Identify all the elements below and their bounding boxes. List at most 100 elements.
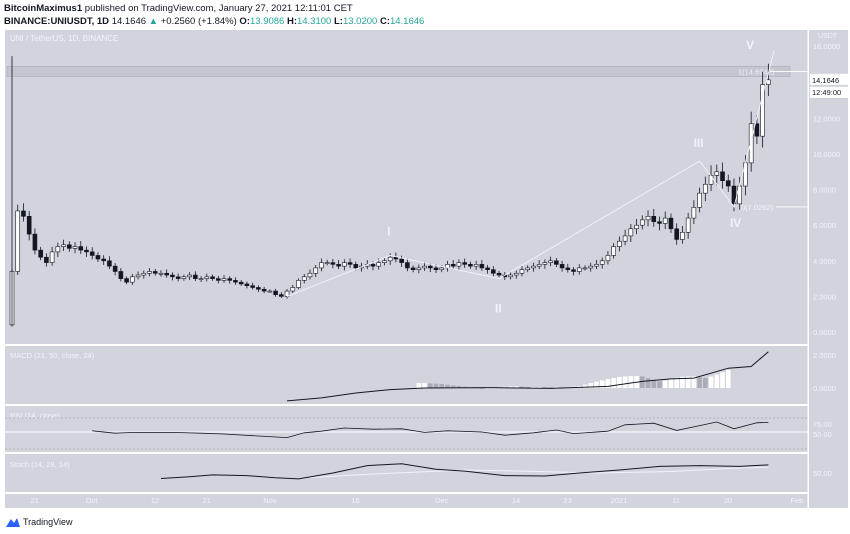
- open-value: 13.9086: [249, 16, 285, 27]
- candle-body: [44, 256, 49, 263]
- fib-range-box: [6, 66, 791, 77]
- macd-histogram-bar: [708, 376, 714, 388]
- macd-histogram-bar: [508, 386, 513, 388]
- candle-body: [26, 216, 32, 235]
- candle-body: [198, 278, 204, 280]
- macd-histogram-bar: [628, 376, 634, 388]
- candle-body: [164, 272, 170, 276]
- candle-body: [187, 274, 192, 278]
- macd-histogram-bar: [450, 385, 456, 388]
- countdown-label: 12:49:00: [812, 88, 841, 97]
- candle-body: [61, 244, 66, 247]
- candle: [714, 164, 720, 186]
- candle: [101, 255, 106, 265]
- candle: [473, 260, 479, 270]
- candle: [164, 269, 170, 278]
- candle-body: [393, 256, 399, 260]
- candle-body: [227, 278, 233, 281]
- candle: [72, 242, 78, 254]
- candle: [680, 225, 685, 244]
- candle-body: [215, 278, 221, 281]
- time-tick-label: 23: [563, 496, 571, 505]
- candle-body: [273, 290, 278, 295]
- candle: [674, 223, 679, 245]
- candle-body: [657, 221, 662, 224]
- candle: [496, 270, 502, 278]
- candle-body: [89, 251, 95, 256]
- macd-histogram-bar: [685, 376, 691, 388]
- candle-body: [703, 183, 708, 194]
- rsi-title: RSI (14, close): [10, 411, 60, 420]
- candle-body: [542, 262, 548, 265]
- candle-body: [107, 260, 112, 267]
- candle-body: [376, 262, 382, 267]
- time-tick-label: Dec: [435, 496, 449, 505]
- price-tick-label: 8.0000: [813, 186, 836, 195]
- candle: [267, 289, 273, 293]
- candle-body: [181, 276, 187, 279]
- candle-body: [725, 180, 731, 187]
- candle-body: [135, 274, 141, 278]
- candle-body: [204, 276, 210, 279]
- candle: [319, 258, 324, 272]
- candle-body: [410, 267, 416, 271]
- candle: [26, 210, 32, 241]
- candle: [410, 265, 416, 273]
- wave-label: I: [387, 224, 390, 238]
- candle: [107, 256, 112, 270]
- currency-label: USDT: [818, 33, 838, 40]
- symbol-line: BINANCE:UNIUSDT, 1D 14.1646 ▲ +0.2560 (+…: [4, 16, 424, 27]
- candle-body: [84, 249, 89, 253]
- brand-name: TradingView: [23, 517, 73, 527]
- macd-histogram-bar: [582, 384, 588, 388]
- high-value: 14.3100: [297, 16, 332, 27]
- tradingview-logo[interactable]: TradingView: [5, 516, 73, 528]
- fib-level-label: 0(7.0262): [741, 203, 774, 212]
- candle: [187, 272, 192, 281]
- candle: [215, 275, 221, 284]
- candle: [347, 258, 353, 268]
- candle: [89, 247, 95, 260]
- candle-body: [513, 272, 519, 276]
- time-tick-label: Oct: [86, 496, 99, 505]
- candle: [594, 260, 599, 270]
- candle: [336, 260, 341, 270]
- candle: [559, 260, 565, 272]
- candle: [49, 246, 55, 266]
- candle: [221, 275, 227, 283]
- candle-body: [422, 265, 427, 269]
- macd-histogram-bar: [422, 383, 427, 388]
- candle: [628, 224, 634, 243]
- candle-body: [72, 246, 78, 249]
- candle: [685, 212, 691, 239]
- macd-histogram-bar: [456, 386, 462, 388]
- candle-body: [267, 290, 273, 293]
- candle-body: [347, 262, 353, 265]
- candle: [112, 263, 118, 276]
- candle-body: [95, 255, 101, 260]
- last-price-tag: [810, 73, 848, 85]
- candle: [542, 259, 548, 269]
- time-tick-label: 16: [351, 496, 359, 505]
- macd-histogram-bar: [703, 378, 708, 388]
- candle-body: [193, 274, 198, 279]
- macd-pane: [5, 346, 808, 404]
- candle-body: [605, 255, 611, 262]
- candle-body: [611, 246, 616, 256]
- candle-body: [261, 288, 267, 292]
- candle: [634, 219, 639, 235]
- candle-body: [118, 271, 124, 279]
- macd-histogram-bar: [640, 376, 645, 388]
- candle-body: [416, 267, 422, 271]
- candle: [313, 264, 318, 278]
- candle: [21, 203, 26, 222]
- main-pane: [5, 30, 808, 344]
- macd-histogram-bar: [680, 376, 685, 388]
- candle-body: [433, 267, 439, 271]
- price-tick-label: 6.0000: [813, 221, 836, 230]
- candle-body: [221, 278, 227, 281]
- macd-histogram-bar: [588, 383, 594, 388]
- candle-body: [250, 285, 255, 288]
- candle: [181, 274, 187, 281]
